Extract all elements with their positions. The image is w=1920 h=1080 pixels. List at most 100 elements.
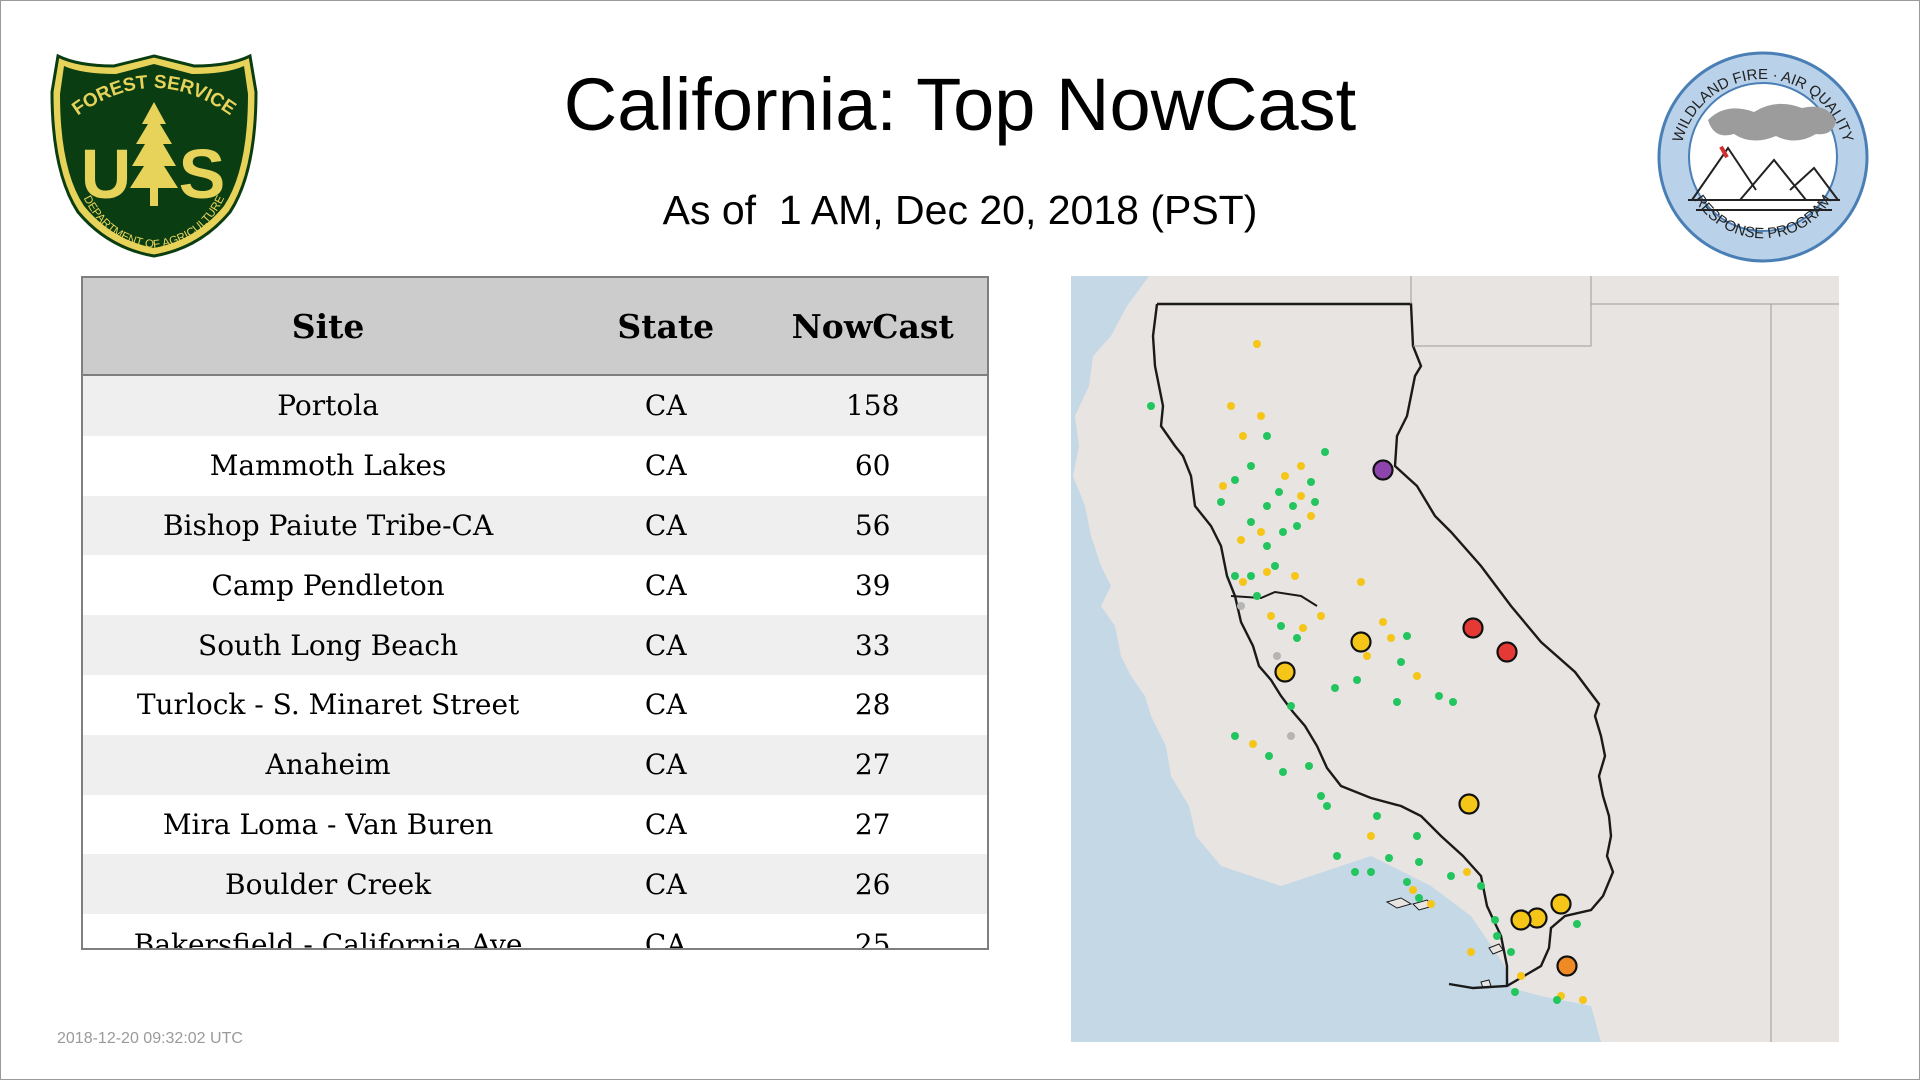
- flag-icon: [1719, 145, 1729, 159]
- svg-text:S: S: [179, 135, 226, 213]
- cell-site: Anaheim: [83, 734, 574, 795]
- monitor-dot-good: [1147, 402, 1155, 410]
- monitor-dot-good: [1413, 832, 1421, 840]
- col-header-site: Site: [83, 278, 574, 376]
- monitor-dot-good: [1311, 498, 1319, 506]
- monitor-dot-good: [1351, 868, 1359, 876]
- monitor-dot-good: [1493, 932, 1501, 940]
- monitor-dot-moderate: [1267, 612, 1275, 620]
- monitor-dot-moderate: [1257, 528, 1265, 536]
- monitor-layer: [1147, 340, 1587, 1004]
- top-monitor-marker-moderate: [1274, 661, 1296, 683]
- monitor-dot-moderate: [1317, 612, 1325, 620]
- monitor-dot-good: [1449, 698, 1457, 706]
- cell-site: Mira Loma - Van Buren: [83, 794, 574, 855]
- top-monitor-marker-unhealthy: [1496, 641, 1518, 663]
- monitor-dot-good: [1373, 812, 1381, 820]
- page-subtitle: As of 1 AM, Dec 20, 2018 (PST): [662, 187, 1258, 233]
- monitor-dot-good: [1307, 478, 1315, 486]
- top-monitor-marker-moderate: [1458, 793, 1480, 815]
- monitor-dot-good: [1477, 882, 1485, 890]
- monitor-dot-good: [1403, 878, 1411, 886]
- monitor-dot-moderate: [1379, 618, 1387, 626]
- monitor-dot-moderate: [1257, 412, 1265, 420]
- monitor-dot-moderate: [1463, 868, 1471, 876]
- cell-site: Turlock - S. Minaret Street: [83, 674, 574, 735]
- cell-site: South Long Beach: [83, 615, 574, 675]
- cell-nowcast: 27: [758, 734, 987, 795]
- top-monitor-marker-usg: [1556, 955, 1578, 977]
- monitor-dot-good: [1231, 572, 1239, 580]
- table-row: Camp Pendleton CA 39: [83, 555, 987, 616]
- table-row: Bakersfield - California Ave CA 25: [83, 914, 987, 948]
- cell-state: CA: [573, 615, 759, 675]
- monitor-dot-moderate: [1219, 482, 1227, 490]
- cell-site: Camp Pendleton: [83, 555, 574, 616]
- state-lines: [1410, 276, 1839, 1042]
- monitor-dot-moderate: [1297, 462, 1305, 470]
- monitor-dot-good: [1253, 592, 1261, 600]
- monitor-dot-good: [1331, 684, 1339, 692]
- monitor-dot-moderate: [1307, 512, 1315, 520]
- monitor-dot-moderate: [1367, 832, 1375, 840]
- monitor-dot-good: [1279, 528, 1287, 536]
- monitor-dot-no_data: [1237, 602, 1245, 610]
- monitor-dot-good: [1403, 632, 1411, 640]
- monitor-dot-moderate: [1427, 900, 1435, 908]
- monitor-dot-moderate: [1281, 472, 1289, 480]
- forest-service-logo: FOREST SERVICE U S DEPARTMENT OF AGRICUL…: [50, 53, 258, 258]
- cell-site: Bishop Paiute Tribe-CA: [83, 495, 574, 556]
- monitor-dot-good: [1231, 476, 1239, 484]
- monitor-dot-good: [1277, 622, 1285, 630]
- monitor-dot-good: [1507, 948, 1515, 956]
- monitor-dot-moderate: [1239, 432, 1247, 440]
- monitor-dot-good: [1511, 988, 1519, 996]
- monitor-dot-good: [1247, 518, 1255, 526]
- monitor-dot-good: [1247, 462, 1255, 470]
- monitor-dot-moderate: [1357, 578, 1365, 586]
- monitor-dot-moderate: [1249, 740, 1257, 748]
- monitor-dot-moderate: [1467, 948, 1475, 956]
- monitor-dot-good: [1353, 676, 1361, 684]
- top-monitor-marker-very_unhealthy: [1372, 459, 1394, 481]
- monitor-dot-good: [1415, 858, 1423, 866]
- land: [1073, 276, 1839, 1042]
- cell-site: Portola: [83, 375, 574, 436]
- top-monitor-marker-moderate: [1550, 893, 1572, 915]
- monitor-dot-moderate: [1579, 996, 1587, 1004]
- cell-site: Boulder Creek: [83, 854, 574, 915]
- monitor-dot-good: [1333, 852, 1341, 860]
- monitor-dot-moderate: [1239, 578, 1247, 586]
- monitor-dot-good: [1263, 542, 1271, 550]
- cell-state: CA: [573, 914, 759, 948]
- table-row: Turlock - S. Minaret Street CA 28: [83, 674, 987, 735]
- cell-state: CA: [573, 495, 759, 556]
- svg-text:U: U: [81, 135, 132, 213]
- table-row: Portola CA 158: [83, 375, 987, 436]
- mountains-icon: [1688, 146, 1840, 211]
- monitor-dot-good: [1447, 872, 1455, 880]
- col-header-state: State: [573, 278, 759, 376]
- monitor-dot-good: [1435, 692, 1443, 700]
- bay-outline: [1230, 590, 1318, 607]
- monitor-dot-good: [1265, 752, 1273, 760]
- monitor-dot-good: [1553, 996, 1561, 1004]
- monitor-dot-good: [1279, 768, 1287, 776]
- col-header-nowcast: NowCast: [758, 278, 987, 376]
- monitor-dot-moderate: [1227, 402, 1235, 410]
- monitor-dot-good: [1293, 634, 1301, 642]
- monitor-dot-no_data: [1273, 652, 1281, 660]
- table-row: Boulder Creek CA 26: [83, 854, 987, 915]
- monitor-dot-good: [1397, 658, 1405, 666]
- monitor-dot-good: [1263, 502, 1271, 510]
- monitor-dot-moderate: [1297, 492, 1305, 500]
- monitor-dot-moderate: [1237, 536, 1245, 544]
- monitor-dot-good: [1491, 916, 1499, 924]
- monitor-dot-good: [1323, 802, 1331, 810]
- cell-state: CA: [573, 375, 759, 436]
- footer-timestamp: 2018-12-20 09:32:02 UTC: [57, 1030, 243, 1047]
- cell-nowcast: 33: [758, 615, 987, 675]
- monitor-dot-moderate: [1413, 672, 1421, 680]
- cell-nowcast: 158: [758, 375, 987, 436]
- cell-state: CA: [573, 854, 759, 915]
